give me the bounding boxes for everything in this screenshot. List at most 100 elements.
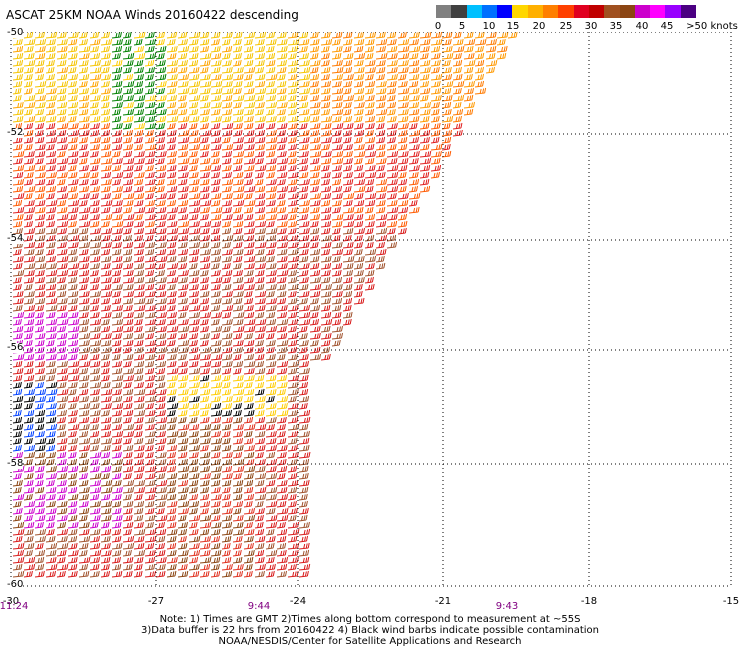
wind-barb — [122, 206, 133, 214]
wind-barb — [287, 297, 298, 305]
wind-barb — [309, 297, 319, 305]
wind-barb — [133, 409, 146, 417]
wind-barb — [23, 136, 34, 144]
wind-barb — [243, 416, 254, 424]
wind-barb — [45, 409, 57, 417]
wind-barb — [221, 45, 233, 53]
wind-barb — [56, 556, 66, 564]
wind-barb — [67, 283, 78, 291]
wind-barb — [100, 556, 111, 564]
wind-barb — [276, 185, 289, 193]
wind-barb — [397, 80, 408, 88]
wind-barb — [78, 94, 90, 102]
wind-barb — [12, 353, 25, 361]
wind-barb — [188, 458, 199, 466]
wind-barb — [188, 171, 199, 179]
wind-barb — [144, 297, 154, 305]
wind-barb — [232, 297, 243, 305]
wind-barb — [199, 45, 210, 53]
wind-barb — [34, 360, 45, 368]
wind-barb — [287, 332, 299, 340]
wind-barb — [309, 353, 322, 361]
wind-barb — [34, 32, 46, 39]
wind-barb — [100, 437, 113, 445]
wind-barb — [430, 87, 442, 95]
wind-barb — [166, 444, 178, 452]
wind-barb — [210, 276, 223, 284]
wind-barb — [23, 430, 35, 438]
wind-barb — [397, 220, 408, 228]
wind-barb — [331, 150, 344, 158]
wind-barb — [133, 129, 144, 137]
wind-barb — [166, 45, 178, 53]
wind-barb — [12, 563, 23, 571]
wind-barb — [177, 192, 188, 200]
wind-barb — [23, 122, 34, 130]
wind-barb — [23, 563, 36, 571]
legend-swatch — [604, 5, 620, 18]
wind-barb — [298, 507, 309, 515]
wind-barb — [188, 311, 201, 319]
wind-barb — [199, 346, 212, 354]
legend-color-bar — [436, 5, 697, 18]
wind-barb — [265, 353, 276, 361]
wind-barb — [177, 206, 187, 214]
wind-barb — [144, 178, 156, 186]
wind-barb — [232, 472, 242, 480]
wind-barb — [254, 178, 264, 186]
wind-barb — [45, 493, 56, 501]
wind-barb — [12, 388, 23, 396]
wind-barb — [232, 360, 244, 368]
wind-barb — [430, 38, 443, 46]
wind-barb — [199, 325, 209, 333]
wind-barb — [320, 171, 331, 179]
wind-barb — [210, 80, 223, 88]
wind-barb — [309, 269, 321, 277]
wind-barb — [265, 199, 276, 207]
wind-barb — [441, 59, 451, 67]
wind-barb — [78, 283, 88, 291]
wind-barb — [254, 353, 265, 361]
wind-barb — [342, 66, 353, 74]
wind-barb — [34, 220, 45, 228]
wind-barb — [232, 73, 244, 81]
wind-barb — [177, 409, 188, 417]
wind-barb — [122, 150, 133, 158]
wind-barb — [111, 367, 123, 375]
wind-barb — [276, 570, 288, 578]
wind-barb — [45, 549, 57, 557]
wind-barb — [397, 115, 409, 123]
wind-barb — [364, 115, 376, 123]
wind-barb — [419, 45, 430, 53]
wind-barb — [221, 479, 232, 487]
wind-barb — [276, 353, 286, 361]
wind-barb — [221, 234, 234, 242]
wind-barb — [122, 108, 135, 116]
wind-barb — [177, 52, 188, 60]
wind-barb — [298, 80, 310, 88]
wind-barb — [309, 32, 319, 39]
wind-barb — [276, 311, 288, 319]
wind-barb — [100, 80, 110, 88]
wind-barb — [210, 94, 222, 102]
wind-barb — [155, 416, 168, 424]
wind-barb — [276, 304, 288, 312]
wind-barb — [199, 206, 210, 214]
wind-barb — [67, 479, 77, 487]
wind-barb — [100, 290, 113, 298]
wind-barb — [364, 269, 375, 277]
wind-barb — [78, 437, 91, 445]
wind-barb — [254, 45, 266, 53]
wind-barb — [45, 486, 57, 494]
wind-barb — [309, 213, 321, 221]
wind-barb — [320, 199, 331, 207]
wind-barb — [67, 332, 79, 340]
wind-barb — [375, 227, 388, 235]
wind-barb — [12, 185, 24, 193]
wind-barb — [408, 101, 420, 109]
wind-barb — [276, 283, 287, 291]
wind-barb — [375, 255, 385, 263]
wind-barb — [133, 199, 144, 207]
wind-barb — [342, 311, 353, 319]
wind-barb — [309, 255, 320, 263]
